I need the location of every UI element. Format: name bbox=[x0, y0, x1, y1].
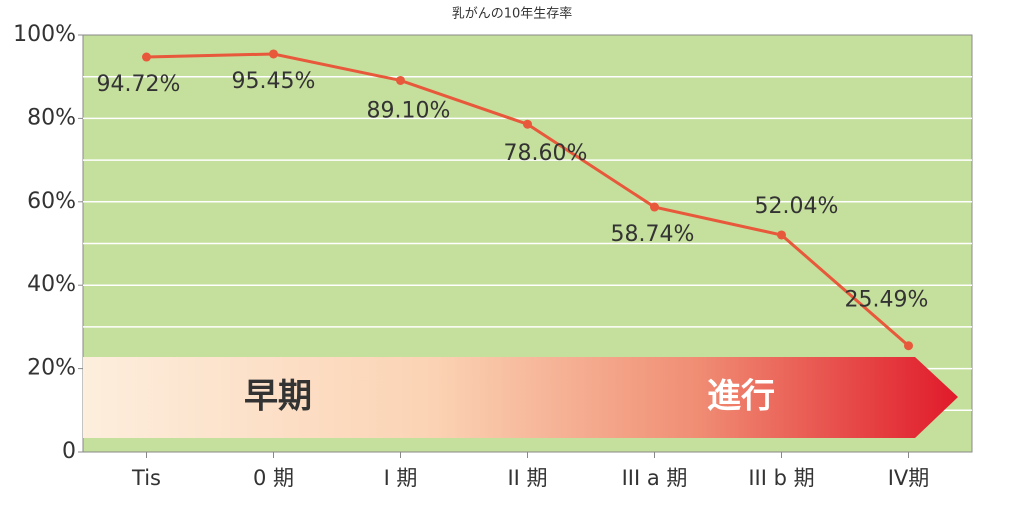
point bbox=[269, 49, 278, 59]
y-tick-label: 60% bbox=[27, 189, 76, 214]
x-tick-label: II 期 bbox=[507, 466, 547, 490]
data-label: 58.74% bbox=[611, 222, 695, 247]
y-tick-label: 80% bbox=[27, 105, 76, 130]
data-label: 95.45% bbox=[232, 69, 316, 94]
data-label: 94.72% bbox=[97, 72, 181, 97]
annotation: 早期 bbox=[244, 377, 312, 417]
stage-arrow bbox=[83, 357, 958, 438]
x-tick-label: Tis bbox=[131, 466, 161, 490]
data-label: 25.49% bbox=[845, 288, 929, 313]
data-label: 89.10% bbox=[367, 98, 451, 123]
point bbox=[523, 119, 532, 129]
data-label: 78.60% bbox=[504, 141, 588, 166]
annotation: 進行 bbox=[707, 377, 775, 417]
x-tick-label: I 期 bbox=[384, 466, 418, 490]
point bbox=[650, 202, 659, 212]
x-tick-label: IV期 bbox=[888, 466, 930, 490]
point bbox=[904, 341, 913, 351]
x-tick-label: III b 期 bbox=[748, 466, 814, 490]
point bbox=[396, 75, 405, 85]
x-tick-label: 0 期 bbox=[253, 466, 294, 490]
x-tick-label: III a 期 bbox=[622, 466, 688, 490]
chart-title: 乳がんの10年生存率 bbox=[452, 6, 573, 22]
data-label: 52.04% bbox=[755, 194, 839, 219]
point bbox=[777, 230, 786, 240]
y-tick-label: 100% bbox=[13, 22, 76, 47]
y-tick-label: 0 bbox=[62, 439, 76, 464]
y-tick-label: 40% bbox=[27, 272, 76, 297]
point bbox=[142, 52, 151, 62]
y-tick-label: 20% bbox=[27, 356, 76, 381]
